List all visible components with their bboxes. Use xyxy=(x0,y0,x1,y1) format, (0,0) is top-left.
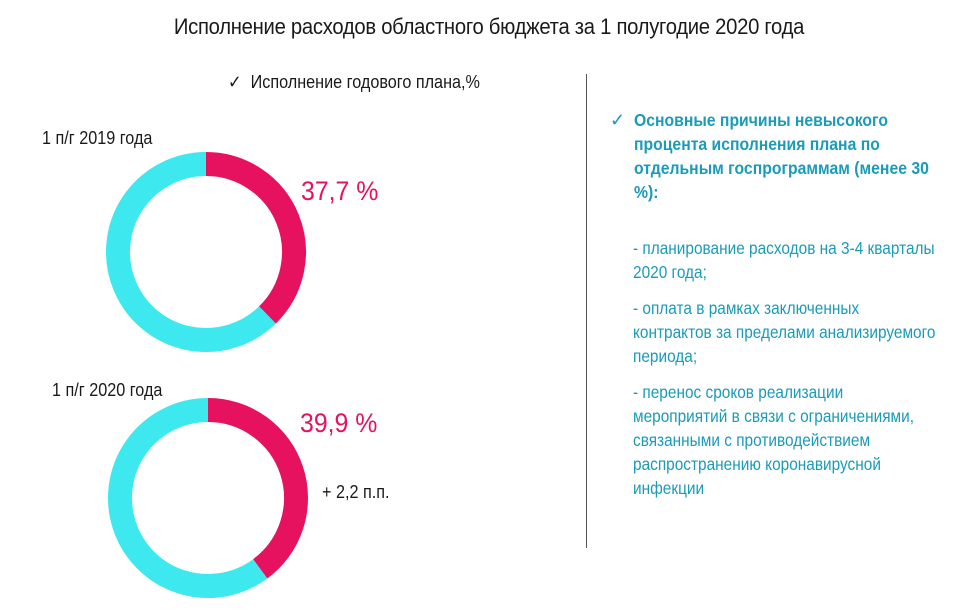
donut-value-2019: 37,7 % xyxy=(301,176,379,206)
checkmark-icon: ✓ xyxy=(610,110,626,130)
slide-title: Исполнение расходов областного бюджета з… xyxy=(173,14,805,39)
donut-chart-2019 xyxy=(106,152,306,352)
donut-label-2019: 1 п/г 2019 года xyxy=(42,128,153,148)
reason-item: - перенос сроков реализации мероприятий … xyxy=(633,382,915,498)
reason-item: - оплата в рамках заключенных контрактов… xyxy=(633,298,936,366)
reasons-heading: ✓ Основные причины невысокого процента и… xyxy=(610,108,940,204)
donut-label-2020: 1 п/г 2020 года xyxy=(52,380,163,400)
donut-segment-remaining xyxy=(108,398,268,598)
chart-subtitle: ✓ Исполнение годового плана,% xyxy=(228,72,480,93)
donut-value-2020: 39,9 % xyxy=(300,408,378,438)
reasons-list: - планирование расходов на 3-4 кварталы … xyxy=(633,236,963,512)
subtitle-text: Исполнение годового плана,% xyxy=(250,72,480,92)
donut-chart-2020 xyxy=(108,398,308,598)
change-note: + 2,2 п.п. xyxy=(322,482,390,502)
donut-segment-executed xyxy=(207,398,308,579)
checkmark-icon: ✓ xyxy=(228,72,242,92)
reasons-heading-text: Основные причины невысокого процента исп… xyxy=(634,110,929,202)
reason-item: - планирование расходов на 3-4 кварталы … xyxy=(633,238,935,282)
donut-segment-remaining xyxy=(106,152,276,352)
vertical-divider xyxy=(586,74,587,548)
donut-segment-executed xyxy=(205,152,306,324)
